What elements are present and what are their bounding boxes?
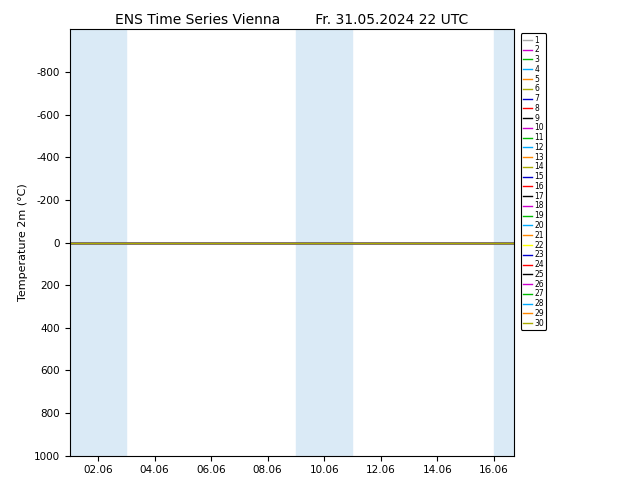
Legend: 1, 2, 3, 4, 5, 6, 7, 8, 9, 10, 11, 12, 13, 14, 15, 16, 17, 18, 19, 20, 21, 22, 2: 1, 2, 3, 4, 5, 6, 7, 8, 9, 10, 11, 12, 1… bbox=[521, 33, 547, 330]
Title: ENS Time Series Vienna        Fr. 31.05.2024 22 UTC: ENS Time Series Vienna Fr. 31.05.2024 22… bbox=[115, 13, 469, 27]
Bar bbox=[70, 29, 126, 456]
Bar bbox=[494, 29, 514, 456]
Bar bbox=[296, 29, 353, 456]
Y-axis label: Temperature 2m (°C): Temperature 2m (°C) bbox=[18, 184, 29, 301]
